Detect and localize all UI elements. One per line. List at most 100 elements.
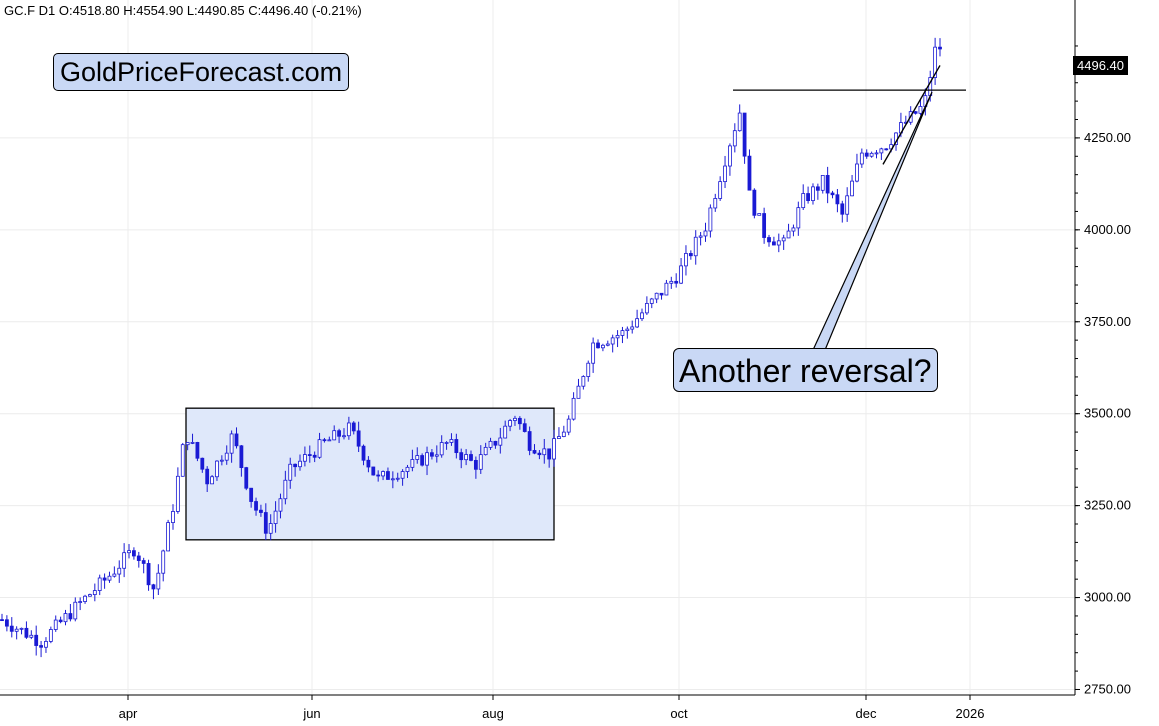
candle-body bbox=[498, 437, 503, 446]
candle-body bbox=[625, 328, 630, 332]
candle-body bbox=[674, 280, 679, 284]
candle-body bbox=[723, 165, 727, 183]
candle-body bbox=[44, 641, 48, 648]
candle-body bbox=[693, 236, 698, 257]
candle-body bbox=[864, 152, 869, 157]
candle-body bbox=[630, 326, 635, 330]
candle-body bbox=[478, 454, 483, 470]
candle-body bbox=[933, 46, 938, 78]
y-tick-label: 3750.00 bbox=[1084, 314, 1131, 329]
candle-body bbox=[786, 230, 791, 239]
candle-body bbox=[542, 448, 547, 456]
candle-body bbox=[806, 193, 810, 201]
candle-body bbox=[254, 501, 258, 511]
candle-body bbox=[53, 619, 58, 630]
candle-body bbox=[63, 613, 68, 623]
candle-body bbox=[815, 186, 820, 191]
candle-body bbox=[679, 265, 683, 284]
candle-body bbox=[840, 203, 845, 215]
candle-body bbox=[244, 467, 249, 489]
candle-body bbox=[596, 342, 600, 349]
candle-body bbox=[469, 454, 473, 461]
candle-body bbox=[552, 438, 556, 460]
candle-body bbox=[200, 457, 205, 470]
y-tick-label: 2750.00 bbox=[1084, 681, 1131, 696]
candle-body bbox=[215, 460, 219, 478]
candle-body bbox=[488, 440, 493, 448]
candle-body bbox=[19, 627, 24, 630]
x-tick-label: dec bbox=[856, 706, 877, 721]
candle-body bbox=[219, 459, 224, 462]
candle-body bbox=[273, 510, 278, 524]
candle-body bbox=[825, 175, 830, 194]
candle-body bbox=[615, 335, 620, 339]
candle-body bbox=[73, 601, 78, 620]
candle-body bbox=[684, 253, 688, 267]
candle-body bbox=[747, 155, 752, 191]
candle-body bbox=[620, 330, 625, 336]
candle-body bbox=[850, 180, 854, 197]
candle-body bbox=[640, 312, 644, 320]
y-tick-label: 3500.00 bbox=[1084, 406, 1131, 421]
candle-body bbox=[566, 418, 571, 433]
x-tick-label: jun bbox=[302, 706, 320, 721]
candle-body bbox=[400, 471, 405, 479]
candle-body bbox=[259, 509, 263, 513]
candle-body bbox=[855, 163, 859, 182]
candle-body bbox=[156, 572, 161, 590]
candle-body bbox=[537, 452, 542, 456]
candle-body bbox=[205, 468, 210, 485]
candle-body bbox=[635, 318, 640, 328]
candle-body bbox=[757, 213, 762, 216]
candle-body bbox=[473, 459, 478, 470]
candle-body bbox=[283, 479, 288, 500]
candle-body bbox=[664, 282, 669, 296]
candle-body bbox=[742, 112, 747, 157]
candle-body bbox=[136, 555, 141, 561]
candle-body bbox=[610, 337, 615, 345]
candle-body bbox=[390, 478, 395, 481]
candle-body bbox=[576, 385, 581, 399]
candle-body bbox=[434, 454, 439, 457]
price-axis-bg bbox=[1075, 0, 1159, 726]
candle-body bbox=[4, 619, 9, 627]
candle-body bbox=[24, 627, 29, 638]
candle-body bbox=[845, 195, 850, 215]
candle-body bbox=[532, 450, 537, 454]
candle-body bbox=[166, 522, 171, 552]
candle-body bbox=[713, 198, 718, 209]
candle-body bbox=[771, 241, 776, 246]
candle-body bbox=[449, 439, 454, 443]
candle-body bbox=[327, 439, 332, 442]
candle-body bbox=[0, 619, 4, 622]
candle-body bbox=[410, 459, 415, 468]
candle-body bbox=[811, 186, 815, 201]
candle-body bbox=[185, 442, 190, 446]
candle-body bbox=[659, 292, 664, 296]
candle-body bbox=[112, 573, 117, 577]
candle-body bbox=[224, 452, 229, 461]
candle-body bbox=[517, 417, 522, 425]
candle-body bbox=[175, 475, 180, 512]
x-tick-label: aug bbox=[482, 706, 504, 721]
candle-body bbox=[547, 448, 552, 460]
candle-body bbox=[874, 152, 879, 155]
x-tick-label: oct bbox=[670, 706, 688, 721]
candle-body bbox=[439, 442, 444, 456]
candle-body bbox=[464, 454, 469, 461]
candle-body bbox=[737, 112, 742, 132]
candle-body bbox=[171, 511, 175, 523]
candle-body bbox=[141, 560, 146, 564]
candle-body bbox=[190, 442, 195, 444]
callout-pointer bbox=[812, 91, 933, 351]
candle-body bbox=[405, 466, 410, 472]
candle-body bbox=[180, 444, 185, 477]
candle-body bbox=[503, 425, 508, 439]
candle-body bbox=[791, 227, 796, 232]
candle-body bbox=[161, 550, 166, 574]
candle-body bbox=[395, 477, 400, 480]
candle-body bbox=[307, 454, 312, 456]
candle-body bbox=[669, 280, 674, 284]
x-tick-label: apr bbox=[119, 706, 138, 721]
